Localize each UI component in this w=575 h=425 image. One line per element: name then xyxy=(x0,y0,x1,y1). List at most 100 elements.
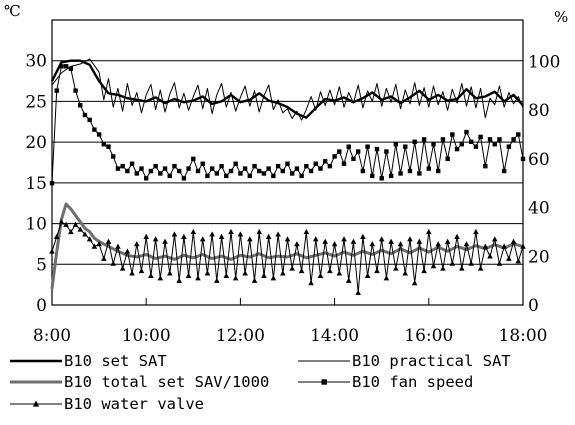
water-valve-point-66 xyxy=(360,233,366,239)
water-valve-point-82 xyxy=(435,241,442,247)
fan-speed-point-18 xyxy=(134,171,139,176)
water-valve-point-100 xyxy=(520,243,526,249)
fan-speed-point-4 xyxy=(68,66,74,71)
fan-speed-point-43 xyxy=(252,163,257,169)
water-valve-point-77 xyxy=(411,280,418,286)
fan-speed-point-66 xyxy=(360,168,366,174)
y-right-tick-20: 20 xyxy=(528,247,550,267)
fan-speed-point-55 xyxy=(308,168,314,174)
water-valve-point-5 xyxy=(72,221,79,227)
fan-speed-point-3 xyxy=(63,64,69,69)
fan-speed-point-9 xyxy=(92,127,97,132)
water-valve-point-68 xyxy=(369,241,376,247)
legend-label-b10-practical-sat: B10 practical SAT xyxy=(352,352,511,370)
fan-speed-point-22 xyxy=(153,163,158,169)
fan-speed-point-5 xyxy=(73,88,78,93)
water-valve-point-37 xyxy=(223,272,230,278)
fan-speed-point-30 xyxy=(191,156,196,162)
water-valve-point-88 xyxy=(463,241,470,247)
water-valve-point-48 xyxy=(275,231,281,237)
legend: B10 set SAT B10 practical SAT B10 total se… xyxy=(10,352,511,413)
water-valve-point-15 xyxy=(119,265,126,271)
water-valve-point-79 xyxy=(421,267,427,274)
legend-label-b10-water-valve: B10 water valve xyxy=(64,395,204,413)
fan-speed-point-88 xyxy=(464,129,469,135)
water-valve-point-89 xyxy=(468,260,474,266)
fan-speed-point-73 xyxy=(393,142,399,147)
water-valve-point-67 xyxy=(364,272,371,278)
fan-speed-point-7 xyxy=(82,112,88,118)
fan-speed-point-98 xyxy=(511,137,516,142)
fan-speed-point-54 xyxy=(304,163,309,169)
fan-speed-point-38 xyxy=(228,168,234,174)
fan-speed-point-45 xyxy=(261,171,267,176)
water-valve-point-26 xyxy=(171,231,178,237)
x-tick-8:00: 8:00 xyxy=(33,326,71,346)
water-valve-point-38 xyxy=(228,228,234,235)
right-axis-unit: % xyxy=(554,8,568,26)
water-valve-point-39 xyxy=(232,275,239,281)
water-valve-point-21 xyxy=(148,272,154,278)
water-valve-point-35 xyxy=(214,277,220,283)
fan-speed-point-44 xyxy=(257,168,262,174)
fan-speed-point-33 xyxy=(205,173,210,179)
fan-speed-point-62 xyxy=(341,161,347,166)
fan-speed-point-11 xyxy=(101,142,107,147)
water-valve-point-51 xyxy=(289,265,296,271)
water-valve-point-60 xyxy=(331,241,338,247)
fan-speed-point-42 xyxy=(247,173,253,179)
water-valve-point-43 xyxy=(251,277,258,283)
fan-speed-point-16 xyxy=(125,168,130,174)
x-tick-16:00: 16:00 xyxy=(404,326,453,346)
water-valve-point-20 xyxy=(143,233,149,239)
water-valve-point-0 xyxy=(49,248,55,254)
y-right-tick-0: 0 xyxy=(528,296,539,316)
water-valve-point-10 xyxy=(96,241,102,247)
water-valve-point-41 xyxy=(242,270,248,276)
fan-speed-point-79 xyxy=(421,137,427,142)
water-valve-point-42 xyxy=(247,236,253,242)
fan-speed-point-61 xyxy=(337,149,342,154)
fan-speed-point-1 xyxy=(54,88,59,93)
fan-speed-point-81 xyxy=(431,142,436,147)
fan-speed-point-69 xyxy=(374,146,380,152)
fan-speed-point-57 xyxy=(318,166,323,171)
fan-speed-point-2 xyxy=(59,64,64,69)
fan-speed-point-49 xyxy=(280,168,285,174)
fan-speed-point-39 xyxy=(233,161,238,166)
fan-speed-point-72 xyxy=(388,173,394,179)
fan-speed-point-74 xyxy=(398,171,403,176)
water-valve-point-81 xyxy=(430,263,437,269)
water-valve-point-4 xyxy=(68,228,74,235)
fan-speed-point-46 xyxy=(266,166,271,171)
x-tick-12:00: 12:00 xyxy=(216,326,265,346)
legend-marker-triangle xyxy=(32,400,40,407)
fan-speed-point-31 xyxy=(195,168,201,174)
fan-speed-point-94 xyxy=(492,142,497,147)
fan-speed-point-65 xyxy=(355,149,361,154)
water-valve-point-57 xyxy=(317,272,324,278)
water-valve-point-1 xyxy=(53,233,60,239)
water-valve-point-80 xyxy=(426,228,432,235)
left-axis-unit: ℃ xyxy=(4,2,21,20)
left-axis-ticks: 0 5 10 15 20 25 30 xyxy=(25,52,47,316)
fan-speed-point-60 xyxy=(332,154,337,159)
fan-speed-point-8 xyxy=(87,117,92,123)
fan-speed-point-87 xyxy=(459,142,464,147)
fan-speed-point-52 xyxy=(294,166,300,171)
water-valve-point-17 xyxy=(129,270,135,276)
water-valve-point-18 xyxy=(133,241,140,247)
y-left-tick-15: 15 xyxy=(25,174,47,194)
fan-speed-point-26 xyxy=(172,163,177,169)
water-valve-point-90 xyxy=(473,228,479,235)
water-valve-point-69 xyxy=(374,267,380,274)
fan-speed-point-17 xyxy=(129,161,135,166)
fan-speed-point-83 xyxy=(440,137,446,142)
fan-speed-point-21 xyxy=(148,168,154,174)
fan-speed-point-50 xyxy=(285,161,290,166)
fan-speed-point-20 xyxy=(144,176,149,181)
fan-speed-point-27 xyxy=(176,168,182,174)
water-valve-point-14 xyxy=(115,243,121,249)
fan-speed-point-24 xyxy=(162,166,168,171)
